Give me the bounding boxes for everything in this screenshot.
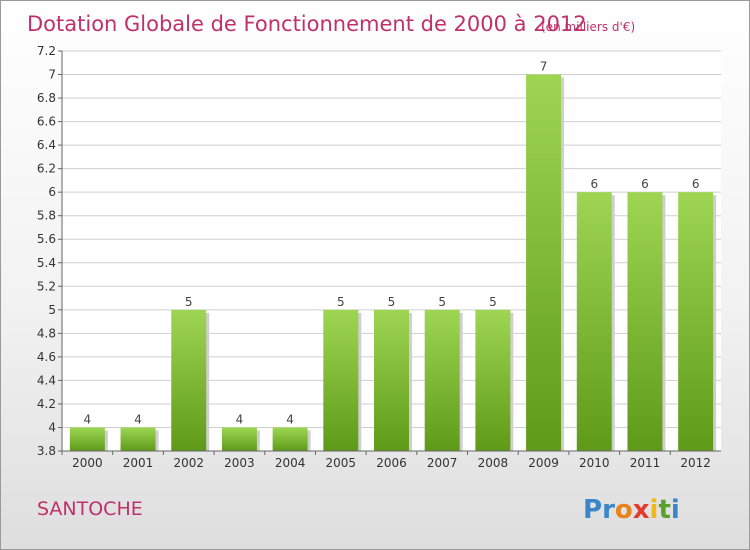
data-label: 5 [438, 295, 446, 309]
chart-title: Dotation Globale de Fonctionnement de 20… [27, 12, 587, 36]
y-tick-label: 6.6 [37, 115, 56, 129]
bar-2010 [576, 192, 612, 452]
x-tick-label: 2009 [528, 456, 559, 470]
bar-2009 [526, 74, 562, 451]
data-label: 5 [337, 295, 345, 309]
y-axis: 3.8 4 4.2 4.4 4.6 4.8 5 5.2 5.4 5.6 5.8 6 6.2 6.4 6.6 6… [37, 44, 63, 458]
x-tick-label: 2011 [630, 456, 661, 470]
y-tick-label: 5.8 [37, 209, 56, 223]
data-label: 6 [641, 177, 649, 191]
bar-2007 [424, 309, 460, 451]
x-tick-label: 2005 [326, 456, 357, 470]
bar-2011 [627, 192, 663, 452]
logo-letter: x [633, 495, 650, 525]
data-label: 5 [185, 295, 193, 309]
logo-letter: i [650, 495, 659, 525]
data-label: 6 [590, 177, 598, 191]
bar-2003 [221, 427, 257, 451]
y-tick-label: 4.8 [37, 326, 56, 340]
x-tick-label: 2004 [275, 456, 306, 470]
y-tick-label: 5.2 [37, 279, 56, 293]
logo-letter: P [583, 495, 602, 525]
y-tick-label: 5.6 [37, 232, 56, 246]
bars: 4 4 5 4 4 5 5 5 5 7 6 6 6 [69, 60, 717, 452]
y-tick-label: 3.8 [37, 444, 56, 458]
x-axis: 2000 2001 2002 2003 2004 2005 2006 2007 2008 2009… [61, 450, 721, 470]
x-tick-label: 2003 [224, 456, 255, 470]
y-tick-label: 4 [48, 420, 56, 434]
bar-2005 [323, 309, 359, 451]
y-tick-label: 7.2 [37, 44, 56, 58]
x-tick-label: 2006 [376, 456, 407, 470]
x-tick-label: 2008 [478, 456, 509, 470]
data-label: 7 [540, 60, 548, 74]
y-tick-label: 4.2 [37, 397, 56, 411]
bar-2012 [678, 192, 714, 452]
logo-letter: o [615, 495, 633, 525]
x-tick-label: 2012 [680, 456, 711, 470]
proxiti-logo: Proxiti [583, 495, 680, 525]
town-name: SANTOCHE [37, 498, 143, 520]
x-tick-label: 2001 [123, 456, 154, 470]
x-tick-label: 2000 [72, 456, 103, 470]
y-tick-label: 6 [48, 185, 56, 199]
data-label: 6 [692, 177, 700, 191]
data-label: 4 [84, 412, 92, 426]
bar-2004 [272, 427, 308, 451]
y-tick-label: 6.2 [37, 162, 56, 176]
y-tick-label: 7 [48, 68, 56, 82]
x-tick-label: 2002 [173, 456, 204, 470]
data-label: 4 [134, 412, 142, 426]
bar-2002 [171, 309, 207, 451]
bar-2001 [120, 427, 156, 451]
y-tick-label: 5.4 [37, 256, 56, 270]
bar-2006 [374, 309, 409, 451]
y-tick-label: 5 [48, 303, 56, 317]
data-label: 4 [286, 412, 294, 426]
y-tick-label: 6.8 [37, 91, 56, 105]
y-tick-label: 6.4 [37, 138, 56, 152]
logo-letter: t [658, 495, 670, 525]
bar-2000 [69, 427, 105, 451]
y-tick-label: 4.6 [37, 350, 56, 364]
data-label: 4 [236, 412, 244, 426]
x-tick-label: 2007 [427, 456, 458, 470]
data-label: 5 [489, 295, 497, 309]
data-label: 5 [388, 295, 396, 309]
chart-subtitle: (en milliers d'€) [541, 20, 635, 34]
logo-letter: i [671, 495, 680, 525]
logo-letter: r [602, 495, 615, 525]
y-tick-label: 4.4 [37, 373, 56, 387]
x-tick-label: 2010 [579, 456, 610, 470]
bar-2008 [475, 309, 511, 451]
